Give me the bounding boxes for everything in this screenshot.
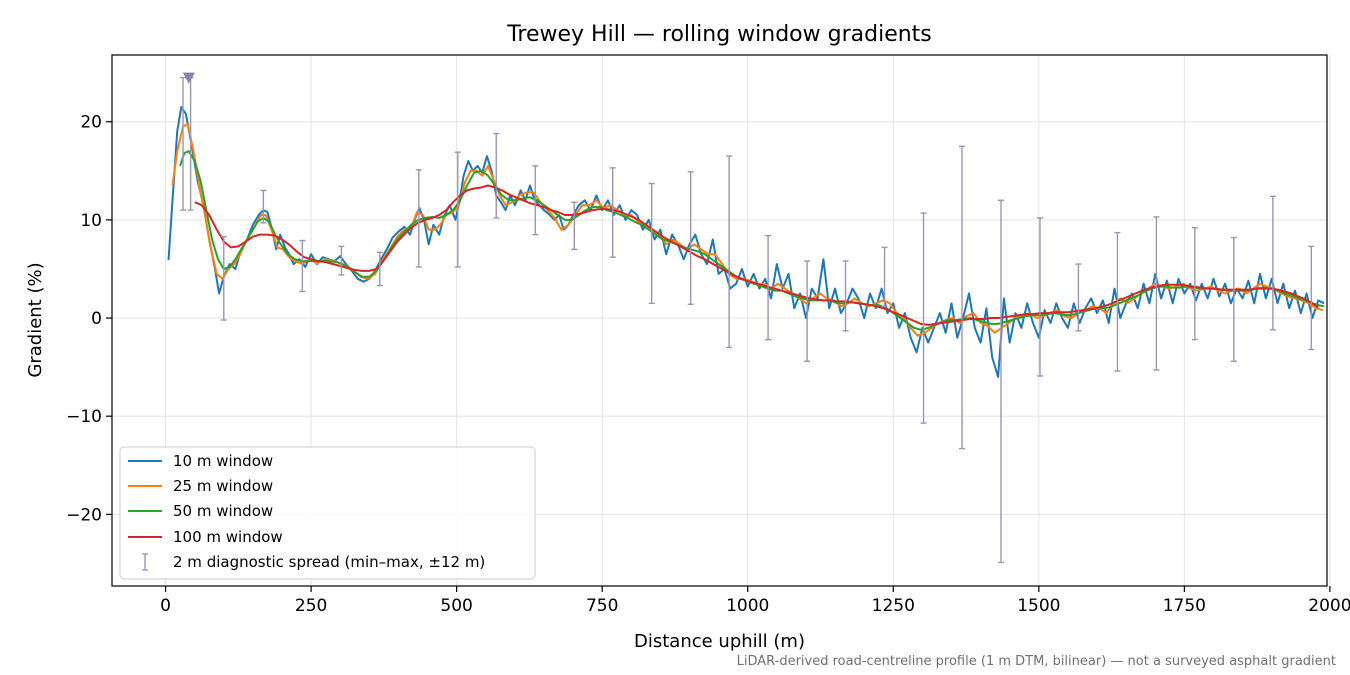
error-bar — [804, 260, 811, 362]
error-bar — [532, 165, 539, 236]
x-axis-ticks: 0 250 500 750 1000 1250 1500 1750 2000 — [160, 586, 1350, 616]
y-tick-label: 10 — [80, 211, 102, 231]
error-bar — [415, 169, 422, 268]
y-tick-label: 20 — [80, 113, 102, 133]
x-tick-label: 750 — [586, 596, 618, 616]
chart-legend: 10 m window 25 m window 50 m window 100 m w… — [119, 446, 536, 580]
x-tick-label: 500 — [440, 596, 472, 616]
footnote: LiDAR-derived road-centreline profile (1… — [737, 654, 1336, 669]
error-bar — [881, 246, 888, 307]
error-bar — [493, 132, 500, 219]
error-bar — [609, 167, 616, 258]
chart-title: Trewey Hill — rolling window gradients — [506, 22, 932, 47]
error-bar — [338, 245, 345, 276]
x-tick-label: 1500 — [1017, 596, 1060, 616]
y-tick-label: 0 — [91, 309, 102, 329]
error-bar — [299, 239, 306, 293]
legend-box — [119, 446, 536, 580]
error-bar — [1230, 236, 1237, 362]
error-bar — [454, 151, 461, 268]
error-bar — [1036, 217, 1043, 377]
error-bar — [1114, 231, 1121, 372]
legend-label-errorbar: 2 m diagnostic spread (min–max, ±12 m) — [173, 553, 485, 571]
legend-label-4: 100 m window — [173, 528, 283, 546]
error-bar — [220, 235, 227, 321]
error-bar — [726, 155, 733, 349]
error-bar — [765, 234, 772, 341]
x-tick-label: 1000 — [726, 596, 769, 616]
error-bar — [1191, 227, 1198, 341]
error-bar — [997, 199, 1004, 564]
grid-lines — [112, 55, 1331, 586]
error-bar — [571, 201, 578, 251]
error-bar — [842, 260, 849, 332]
y-axis-label: Gradient (%) — [25, 262, 46, 377]
plot-area-frame — [111, 54, 1328, 587]
diagnostic-error-bars — [180, 76, 1315, 564]
error-bar — [260, 189, 267, 224]
legend-label-2: 25 m window — [173, 477, 273, 495]
legend-swatch-errorbar — [142, 553, 148, 571]
peak-marker-layer — [182, 72, 195, 84]
error-bar — [1308, 245, 1315, 351]
x-axis-label: Distance uphill (m) — [634, 631, 805, 652]
y-tick-label: −20 — [66, 505, 102, 525]
x-tick-label: 2000 — [1308, 596, 1350, 616]
series-lines — [167, 106, 1325, 378]
error-bar — [687, 171, 694, 306]
x-tick-label: 250 — [295, 596, 327, 616]
y-tick-label: −10 — [66, 407, 102, 427]
series-line-4 — [194, 184, 1319, 326]
legend-label-1: 10 m window — [173, 452, 273, 470]
x-tick-label: 1250 — [872, 596, 915, 616]
x-tick-label: 1750 — [1163, 596, 1206, 616]
peak-marker-triangle — [182, 72, 195, 84]
y-axis-ticks: −20 −10 0 10 20 — [66, 113, 112, 525]
error-bar — [1153, 216, 1160, 371]
error-bar — [376, 251, 383, 287]
error-bar — [1075, 263, 1082, 332]
error-bar — [648, 182, 655, 305]
error-bar — [958, 145, 965, 450]
error-bar — [920, 212, 927, 424]
x-tick-label: 0 — [160, 596, 171, 616]
error-bar — [180, 76, 187, 211]
error-bar — [1269, 195, 1276, 331]
legend-label-3: 50 m window — [173, 502, 273, 520]
